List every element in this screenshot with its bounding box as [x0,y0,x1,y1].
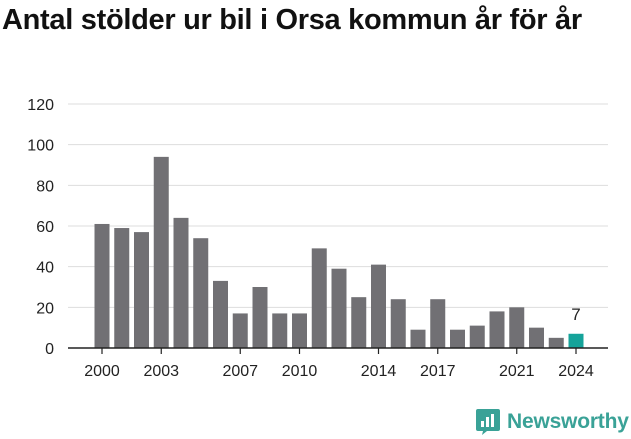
y-tick-label: 60 [36,219,54,236]
bar [292,313,307,348]
bars [94,156,584,348]
x-tick-label: 2003 [143,363,179,380]
bar [469,325,485,348]
bar [153,156,169,348]
bar [509,307,525,348]
bar-highlight [568,333,584,348]
x-tick-label: 2014 [361,363,397,380]
bar [371,264,386,348]
bar [173,217,189,348]
x-tick-label: 2010 [282,363,318,380]
brand-name: Newsworthy [507,410,629,433]
chart-title: Antal stölder ur bil i Orsa kommun år fö… [2,4,582,36]
x-tick-label: 2021 [499,363,535,380]
y-tick-label: 100 [27,138,54,155]
x-tick-label: 2017 [420,363,456,380]
bar [311,248,327,348]
y-tick-label: 20 [36,300,54,317]
bar [390,299,406,348]
bar [232,313,248,348]
x-tick-label: 2007 [222,363,258,380]
bar [94,223,110,348]
x-tick-label: 2000 [84,363,120,380]
bar [351,297,367,348]
bar [548,337,564,348]
y-tick-label: 120 [27,97,54,114]
bar [410,329,426,348]
bar [193,238,209,348]
bar [489,311,505,348]
bar [272,313,288,348]
y-tick-label: 0 [45,341,54,358]
newsworthy-brand[interactable]: Newsworthy [475,408,629,436]
bar [114,228,130,348]
bar [450,329,465,348]
bar [134,232,149,348]
bar [331,268,347,348]
bar [529,327,544,348]
newsworthy-logo-icon [476,409,500,435]
labels: 0 20 40 60 80 100 120 7 2000 2003 2007 2010 2014 2017… [27,97,594,380]
axes [68,347,608,354]
y-tick-label: 80 [36,178,54,195]
bar [430,299,446,348]
bar [213,280,228,348]
data-label: 7 [571,305,580,324]
bar [252,287,268,348]
x-tick-label: 2024 [558,363,594,380]
y-tick-label: 40 [36,260,54,277]
